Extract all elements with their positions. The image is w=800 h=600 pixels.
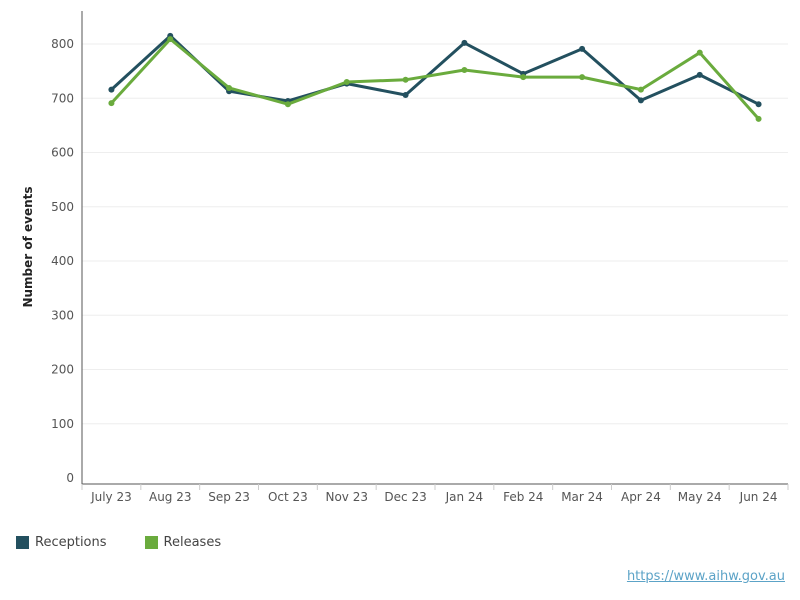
- data-point-releases: [402, 76, 409, 83]
- data-point-receptions: [637, 97, 644, 104]
- y-tick-labels: 0 100 200 300 400 500 600 700 800: [51, 37, 74, 485]
- legend-label-receptions: Receptions: [35, 535, 107, 550]
- data-point-releases: [167, 36, 174, 43]
- data-point-releases: [637, 86, 644, 93]
- legend-item-receptions[interactable]: Receptions: [16, 535, 107, 550]
- source-link[interactable]: https://www.aihw.gov.au: [626, 569, 785, 584]
- data-point-receptions: [461, 39, 468, 46]
- data-point-receptions: [755, 101, 762, 108]
- x-tick-label: Jun 24: [739, 490, 778, 504]
- data-point-releases: [343, 78, 350, 85]
- data-point-releases: [284, 101, 291, 108]
- x-tick-label: May 24: [678, 490, 722, 504]
- data-point-receptions: [402, 91, 409, 98]
- x-tick-label: Sep 23: [208, 490, 250, 504]
- data-point-releases: [696, 49, 703, 56]
- line-chart: 0 100 200 300 400 500 600 700 800 July 23 Aug 23 S…: [21, 11, 789, 504]
- x-tick-label: July 23: [90, 490, 132, 504]
- axes: [81, 11, 789, 490]
- data-point-releases: [461, 67, 468, 74]
- series-lines: [108, 32, 762, 122]
- legend-swatch-receptions: [16, 536, 29, 549]
- y-tick-label: 200: [51, 363, 74, 377]
- x-tick-labels: July 23 Aug 23 Sep 23 Oct 23 Nov 23 Dec 23 Jan…: [90, 490, 777, 504]
- data-point-releases: [226, 84, 233, 91]
- data-point-receptions: [108, 86, 115, 93]
- y-axis-label: Number of events: [21, 186, 35, 307]
- x-tick-label: Dec 23: [384, 490, 426, 504]
- series-line-receptions: [110, 34, 760, 106]
- legend-swatch-releases: [144, 536, 158, 549]
- data-point-receptions: [696, 71, 703, 78]
- gridlines: [82, 43, 788, 425]
- y-tick-label: 600: [51, 146, 74, 160]
- y-tick-label: 800: [51, 37, 74, 51]
- x-tick-label: Mar 24: [561, 490, 603, 504]
- y-tick-label: 700: [51, 91, 74, 105]
- x-tick-label: Feb 24: [503, 490, 543, 504]
- y-tick-label: 100: [51, 417, 74, 431]
- data-point-releases: [755, 115, 762, 122]
- x-tick-label: Jan 24: [445, 490, 484, 504]
- x-tick-label: Aug 23: [149, 490, 192, 504]
- y-tick-label: 500: [51, 200, 74, 214]
- y-tick-label: 400: [51, 254, 74, 268]
- x-tick-label: Nov 23: [325, 490, 368, 504]
- y-tick-label: 300: [51, 308, 74, 322]
- legend-label-releases: Releases: [163, 535, 222, 550]
- x-tick-label: Oct 23: [268, 490, 308, 504]
- legend-item-releases[interactable]: Releases: [144, 535, 222, 550]
- series-line-releases: [110, 37, 760, 120]
- data-point-releases: [520, 74, 527, 81]
- data-point-releases: [579, 74, 586, 81]
- legend: Receptions Releases: [16, 535, 221, 550]
- data-point-releases: [108, 100, 115, 107]
- y-tick-label: 0: [66, 471, 74, 485]
- data-point-receptions: [579, 45, 586, 52]
- x-tick-label: Apr 24: [621, 490, 661, 504]
